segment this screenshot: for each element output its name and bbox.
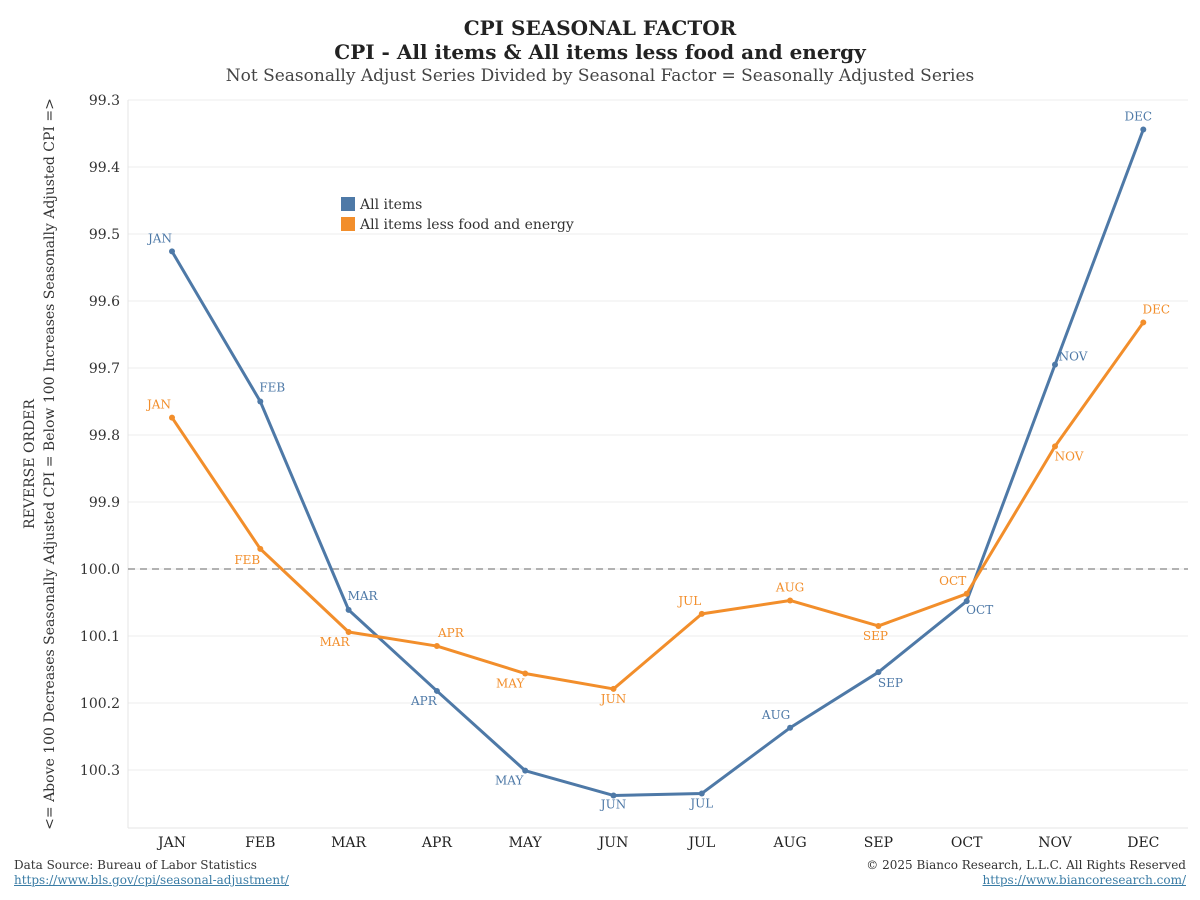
data-label: OCT <box>966 603 993 617</box>
data-label: JUN <box>599 797 626 811</box>
y-axis-label: REVERSE ORDER <= Above 100 Decreases Seas… <box>22 98 58 830</box>
data-point <box>698 610 705 617</box>
data-label: DEC <box>1143 302 1171 316</box>
data-point <box>522 670 529 677</box>
data-point <box>169 414 175 421</box>
data-point <box>875 669 882 676</box>
data-label: NOV <box>1055 449 1084 463</box>
data-label: JUL <box>688 796 713 810</box>
data-point <box>963 598 970 605</box>
x-tick-label: JUL <box>686 835 715 851</box>
grid-lines <box>127 99 1188 829</box>
x-tick-label: SEP <box>864 835 893 851</box>
data-label: FEB <box>234 553 260 567</box>
series-line <box>170 128 1145 797</box>
data-point <box>1140 319 1147 326</box>
data-point <box>1052 443 1058 450</box>
data-label: MAR <box>320 635 351 649</box>
y-tick-label: 100.2 <box>80 696 120 712</box>
y-tick-label: 99.9 <box>89 495 120 511</box>
data-point <box>875 622 882 629</box>
series-all-items: JAN FEB MAR APR MAY JUN JUL AUG SEP OCT NOV DEC <box>146 109 1152 811</box>
data-point <box>433 643 440 650</box>
data-label: AUG <box>775 580 804 594</box>
series-core: JAN FEB MAR APR MAY JUN JUL AUG SEP OCT NOV DEC <box>145 302 1170 705</box>
data-label: APR <box>410 694 438 708</box>
x-tick-label: OCT <box>951 835 983 851</box>
y-tick-label: 99.3 <box>89 93 120 109</box>
chart-title: CPI SEASONAL FACTOR <box>463 16 737 40</box>
data-label: JAN <box>146 231 172 245</box>
data-point <box>1140 126 1147 133</box>
data-point <box>787 724 794 731</box>
data-point <box>610 685 617 692</box>
y-tick-label: 99.7 <box>89 361 120 377</box>
series-line <box>170 321 1145 691</box>
data-label: MAR <box>348 589 379 603</box>
data-point <box>169 248 175 255</box>
data-label: JAN <box>145 398 171 412</box>
series-group: JAN FEB MAR APR MAY JUN JUL AUG SEP OCT NOV DEC JAN F… <box>145 109 1170 811</box>
chart-note: Not Seasonally Adjust Series Divided by … <box>225 66 975 86</box>
y-tick-label: 99.4 <box>89 160 120 176</box>
y-tick-label: 99.5 <box>89 227 120 243</box>
legend-label: All items less food and energy <box>359 217 574 233</box>
data-label: MAY <box>495 774 524 788</box>
data-point <box>787 597 794 604</box>
data-label: AUG <box>761 708 790 722</box>
data-point <box>433 687 440 694</box>
data-point <box>610 792 617 799</box>
x-tick-label: APR <box>421 835 453 851</box>
y-tick-label: 100.3 <box>80 763 120 779</box>
x-tick-label: MAY <box>509 835 543 851</box>
x-tick-label: FEB <box>245 835 275 851</box>
data-label: FEB <box>259 381 285 395</box>
site-link[interactable]: https://www.biancoresearch.com/ <box>982 873 1186 887</box>
x-tick-label: MAR <box>331 835 366 851</box>
legend-swatch <box>341 197 355 211</box>
y-tick-label: 99.8 <box>89 428 120 444</box>
x-axis-ticks: JAN FEB MAR APR MAY JUN JUL AUG SEP OCT NOV DEC <box>156 835 1159 851</box>
x-tick-label: JUN <box>597 835 629 851</box>
data-label: APR <box>437 626 465 640</box>
y-tick-label: 99.6 <box>89 294 120 310</box>
data-label: JUL <box>676 594 701 608</box>
y-axis-label-line: REVERSE ORDER <box>22 399 38 529</box>
data-source: Data Source: Bureau of Labor Statistics <box>14 858 257 872</box>
data-point <box>257 545 264 552</box>
y-tick-label: 100.0 <box>80 562 120 578</box>
chart-subtitle: CPI - All items & All items less food an… <box>334 40 866 64</box>
legend-label: All items <box>359 197 422 213</box>
data-label: DEC <box>1125 109 1153 123</box>
x-tick-label: AUG <box>773 835 807 851</box>
copyright: © 2025 Bianco Research, L.L.C. All Right… <box>866 858 1186 872</box>
data-label: SEP <box>863 629 888 643</box>
data-label: OCT <box>939 574 966 588</box>
data-point <box>522 767 529 774</box>
x-tick-label: JAN <box>156 835 186 851</box>
legend-swatch <box>341 217 355 231</box>
source-link[interactable]: https://www.bls.gov/cpi/seasonal-adjustm… <box>14 873 289 887</box>
legend: All items All items less food and energy <box>341 197 574 233</box>
data-label: JUN <box>599 692 626 706</box>
data-label: NOV <box>1059 350 1088 364</box>
data-point <box>345 606 352 613</box>
x-tick-label: DEC <box>1127 835 1159 851</box>
data-point <box>345 628 352 635</box>
y-axis-label-line: <= Above 100 Decreases Seasonally Adjust… <box>42 98 58 830</box>
x-tick-label: NOV <box>1038 835 1072 851</box>
y-tick-label: 100.1 <box>80 629 120 645</box>
data-point <box>257 398 264 405</box>
data-point <box>963 590 970 597</box>
y-axis-ticks: 99.3 99.4 99.5 99.6 99.7 99.8 99.9 100.0 100.1 10… <box>80 93 120 779</box>
data-label: SEP <box>878 676 903 690</box>
data-point <box>698 790 705 797</box>
data-point <box>1052 361 1058 368</box>
data-label: MAY <box>496 677 525 691</box>
